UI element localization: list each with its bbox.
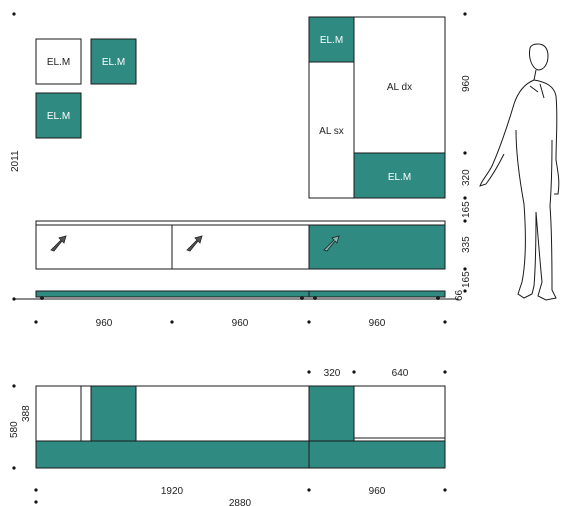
flap-arrow-icon: [323, 235, 340, 252]
plan-dim-2880: 2880: [229, 498, 252, 506]
plan-dim-640: 640: [392, 368, 409, 379]
total-height-dimension: 2011: [10, 12, 21, 172]
flap-arrow-icon: [186, 235, 203, 252]
wall-unit-3-label: EL.M: [47, 111, 70, 122]
tall-unit-top-label: EL.M: [320, 35, 343, 46]
wall-unit-1-label: EL.M: [47, 57, 70, 68]
dim-165-bottom: 165: [461, 271, 472, 288]
wall-unit-3: EL.M: [35, 92, 82, 139]
total-height-value: 2011: [10, 150, 21, 172]
wall-unit-2-label: EL.M: [102, 57, 125, 68]
width-dim-3: 960: [369, 318, 386, 329]
right-height-dimensions: 960 320 165 335 165 66: [454, 12, 472, 301]
front-width-dimensions: 960 960 960: [34, 318, 447, 329]
human-figure-icon: [479, 43, 560, 301]
dim-66-vertical: 66: [454, 289, 465, 301]
dim-335-vertical: 335: [461, 236, 472, 253]
plan-dim-320: 320: [324, 368, 341, 379]
width-dim-1: 960: [96, 318, 113, 329]
flap-arrow-icon: [50, 235, 67, 252]
plan-dimensions: 320 640 580 388 1920 960 2880: [9, 368, 447, 506]
wall-unit-1: EL.M: [35, 38, 82, 85]
al-dx-label: AL dx: [387, 82, 412, 93]
tall-unit-bottom-label: EL.M: [388, 172, 411, 183]
dim-320-vertical: 320: [461, 169, 472, 186]
plan-dim-1920: 1920: [161, 486, 184, 497]
tall-column-unit: EL.M AL sx AL dx EL.M: [308, 16, 446, 199]
plan-dim-388: 388: [21, 405, 32, 422]
plinth: [12, 290, 458, 301]
dim-960-vertical: 960: [461, 75, 472, 92]
plan-dim-580: 580: [9, 421, 20, 438]
al-sx-label: AL sx: [319, 126, 344, 137]
width-dim-2: 960: [232, 318, 249, 329]
dim-165-top: 165: [461, 201, 472, 218]
plan-dim-960: 960: [369, 486, 386, 497]
plan-view: [35, 385, 446, 469]
wall-unit-2: EL.M: [90, 38, 137, 85]
base-unit: [35, 220, 446, 270]
